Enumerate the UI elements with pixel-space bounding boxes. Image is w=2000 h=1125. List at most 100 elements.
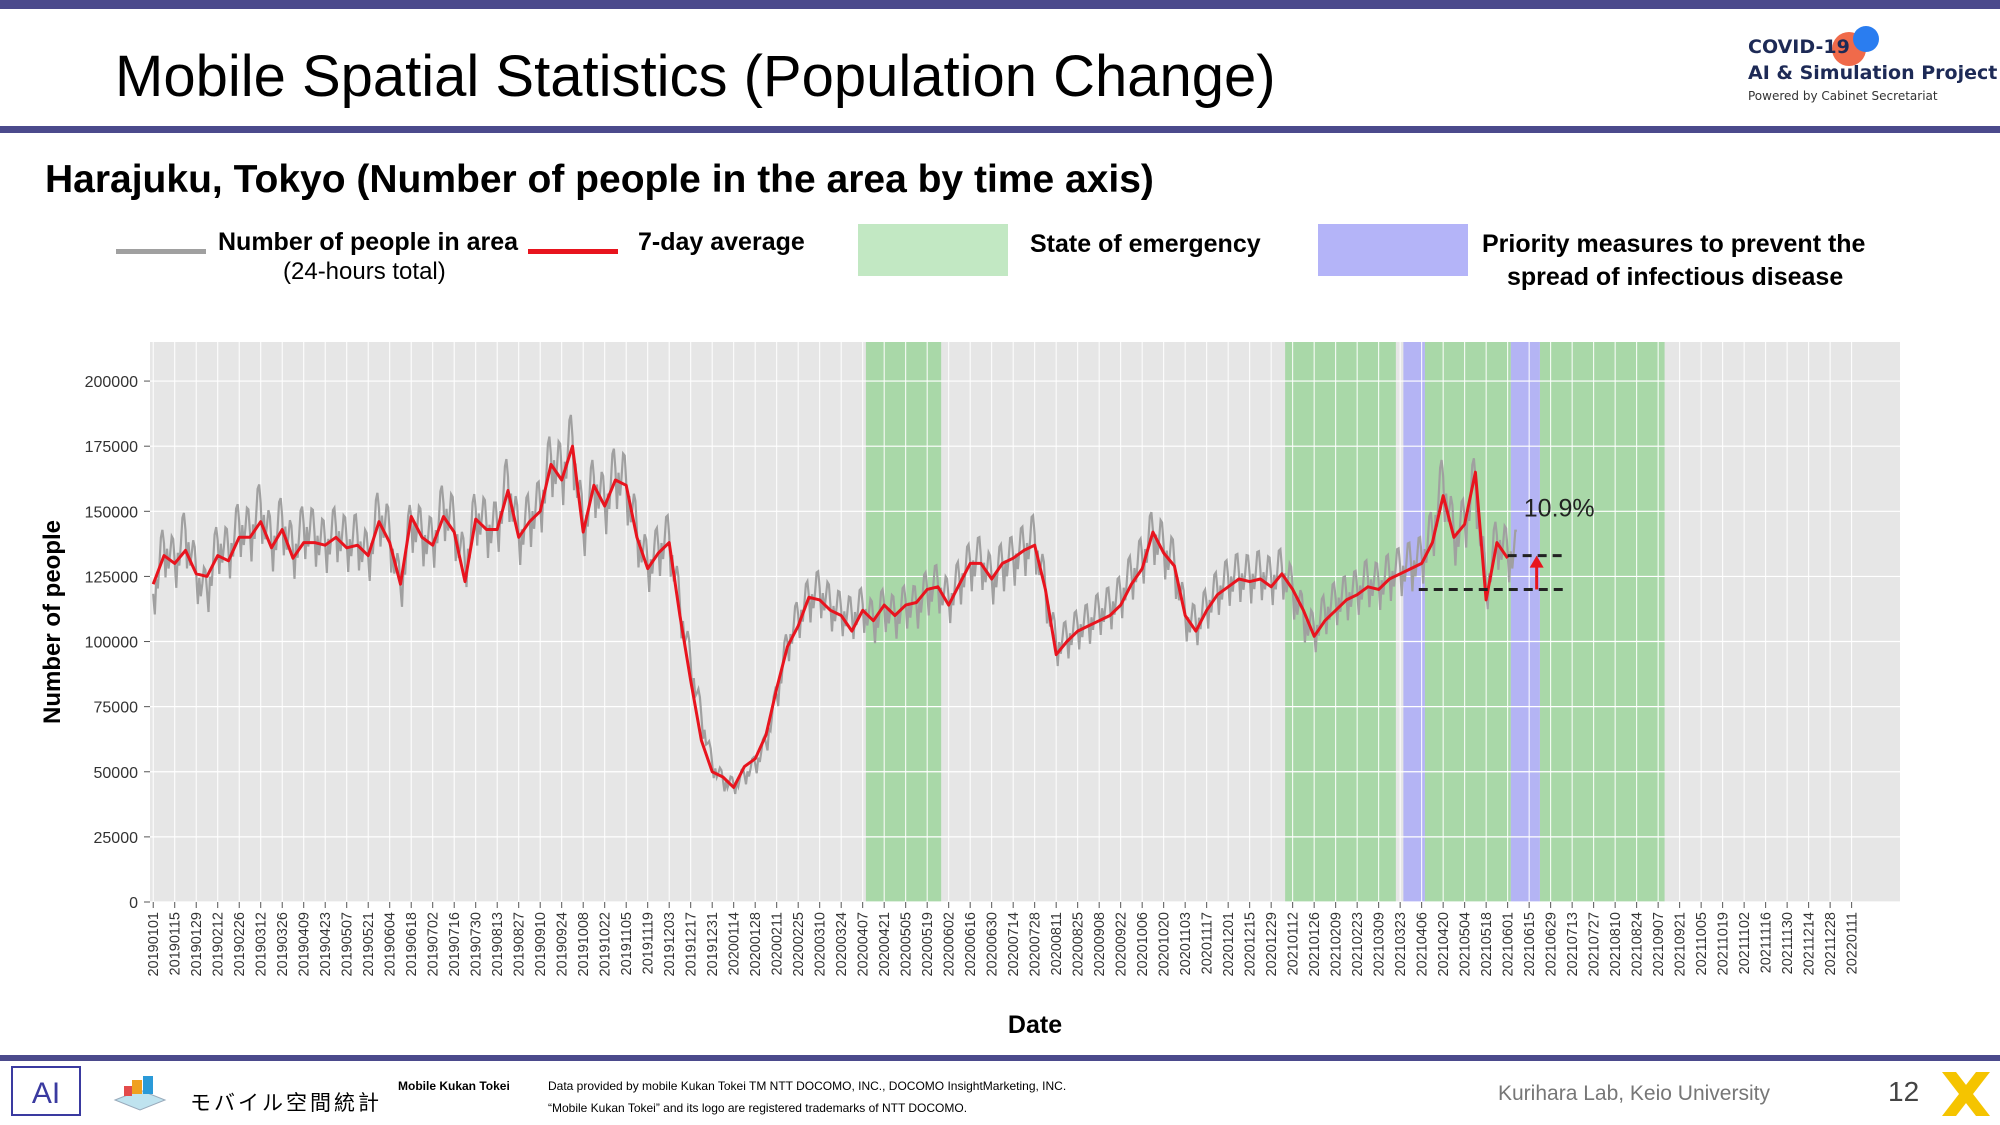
x-tick-label: 20211228 <box>1823 912 1839 975</box>
svg-text:AI: AI <box>32 1077 60 1110</box>
top-bar <box>0 0 2000 9</box>
y-tick-label: 50000 <box>94 765 139 782</box>
x-tick-label: 20190507 <box>340 912 356 977</box>
avg-series-group <box>151 444 1509 789</box>
x-tick-label: 20201020 <box>1157 912 1173 977</box>
x-tick-label: 20190226 <box>232 912 248 977</box>
x-tick-label: 20200714 <box>1006 912 1022 977</box>
x-tick-label: 20201103 <box>1178 912 1194 975</box>
emergency-band-2 <box>1424 342 1511 902</box>
x-tick-label: 20191008 <box>576 912 592 977</box>
x-axis-label: Date <box>1008 1011 1062 1039</box>
x-tick-label: 20190910 <box>533 912 549 977</box>
x-tick-label: 20200128 <box>748 912 764 977</box>
x-tick-label: 20190423 <box>318 912 334 977</box>
x-tick-label: 20190702 <box>426 912 442 977</box>
y-axis-label: Number of people <box>39 520 66 724</box>
legend-avg-label: 7-day average <box>638 228 805 256</box>
x-tick-label: 20200114 <box>727 912 743 975</box>
x-tick-label: 20190730 <box>469 912 485 977</box>
legend-priority-label-line1: Priority measures to prevent the <box>1482 230 1866 258</box>
x-tick-label: 20200908 <box>1092 912 1108 977</box>
x-tick-label: 20200825 <box>1071 912 1087 977</box>
y-tick-label: 200000 <box>85 374 138 391</box>
x-tick-label: 20190521 <box>361 912 377 977</box>
x-tick-label: 20200602 <box>942 912 958 977</box>
x-tick-label: 20190326 <box>275 912 291 977</box>
x-tick-label: 20210601 <box>1501 912 1517 977</box>
legend-priority-label-line2: spread of infectious disease <box>1507 263 1844 291</box>
x-tick-label: 20210504 <box>1458 912 1474 977</box>
x-tick-label: 20210323 <box>1393 912 1409 977</box>
brand-block: COVID-19 AI & Simulation Project Powered… <box>1748 34 1997 106</box>
x-tick-label: 20190827 <box>512 912 528 977</box>
x-tick-label: 20210824 <box>1630 912 1646 977</box>
x-tick-label: 20210810 <box>1608 912 1624 977</box>
x-tick-label: 20190618 <box>404 912 420 977</box>
x-tick-label: 20191022 <box>598 912 614 977</box>
x-tick-label: 20201215 <box>1243 912 1259 977</box>
mobile-kukan-tokei-logo-icon <box>113 1076 167 1111</box>
x-tick-label: 20200728 <box>1028 912 1044 977</box>
x-tick-label: 20211116 <box>1759 912 1775 973</box>
x-tick-label: 20201229 <box>1264 912 1280 977</box>
change-annotation-group: 10.9% <box>1418 495 1595 591</box>
x-tick-label: 20200421 <box>877 912 893 977</box>
avg-series-line <box>151 444 1509 789</box>
x-tick-label: 20191231 <box>705 912 721 977</box>
x-tick-label: 20190924 <box>555 912 571 977</box>
y-tick-label: 100000 <box>85 635 138 652</box>
priority-band-0 <box>1403 342 1425 902</box>
x-tick-label: 20210420 <box>1436 912 1452 977</box>
x-tick-label: 20190604 <box>383 912 399 977</box>
footer-logo-label: Mobile Kukan Tokei <box>398 1079 510 1093</box>
x-tick-label: 20200519 <box>920 912 936 977</box>
x-tick-label: 20211005 <box>1694 912 1710 975</box>
brand-line1: COVID-19 <box>1748 36 1850 58</box>
x-tick-label: 20210713 <box>1565 912 1581 977</box>
y-tick-label: 75000 <box>94 700 139 717</box>
legend-emergency-label: State of emergency <box>1030 230 1261 258</box>
x-tick-label: 20210921 <box>1673 912 1689 977</box>
x-tick-label: 20191203 <box>662 912 678 977</box>
x-tick-label: 20200616 <box>963 912 979 977</box>
y-tick-label: 150000 <box>85 504 138 521</box>
y-tick-label: 25000 <box>94 830 139 847</box>
x-tick-label: 20210615 <box>1522 912 1538 977</box>
header-divider <box>0 126 2000 133</box>
x-tick-label: 20190115 <box>168 912 184 975</box>
emergency-band-1 <box>1285 342 1396 902</box>
footer-divider <box>0 1055 2000 1061</box>
x-tick-label: 20201006 <box>1135 912 1151 977</box>
x-tick-label: 20190101 <box>146 912 162 977</box>
x-tick-label: 20210727 <box>1587 912 1603 977</box>
x-tick-label: 20190813 <box>490 912 506 977</box>
x-tick-label: 20200407 <box>856 912 872 977</box>
x-tick-label: 20210406 <box>1415 912 1431 977</box>
legend-raw-swatch <box>116 249 206 254</box>
priority-band-1 <box>1510 342 1540 902</box>
x-tick-label: 20211130 <box>1780 912 1796 974</box>
chart-subtitle: Harajuku, Tokyo (Number of people in the… <box>45 158 1154 201</box>
x-tick-label: 20191105 <box>619 912 635 975</box>
page-number: 12 <box>1888 1076 1920 1107</box>
x-tick-label: 20200310 <box>813 912 829 977</box>
x-tick-label: 20200505 <box>899 912 915 977</box>
emergency-band-3 <box>1539 342 1665 902</box>
x-tick-label: 20211102 <box>1737 912 1753 974</box>
footer-credit-line1: Data provided by mobile Kukan Tokei TM N… <box>548 1079 1067 1093</box>
legend-raw-label: Number of people in area <box>218 228 519 256</box>
x-tick-label: 20210126 <box>1307 912 1323 977</box>
x-tick-label: 20211019 <box>1716 912 1732 975</box>
x-tick-label: 20191217 <box>684 912 700 977</box>
brand-line3: Powered by Cabinet Secretariat <box>1748 89 1938 103</box>
x-tick-label: 20210209 <box>1329 912 1345 977</box>
footer-logo-text: モバイル空間統計 <box>190 1091 382 1115</box>
raw-series-group <box>152 414 1517 795</box>
x-tick-label: 20201201 <box>1221 912 1237 977</box>
legend-avg-swatch <box>528 249 618 254</box>
legend-raw-sublabel: (24-hours total) <box>283 258 446 285</box>
x-tick-label: 20210309 <box>1372 912 1388 977</box>
x-tick-label: 20210112 <box>1286 912 1302 975</box>
y-tick-label: 125000 <box>85 569 138 586</box>
